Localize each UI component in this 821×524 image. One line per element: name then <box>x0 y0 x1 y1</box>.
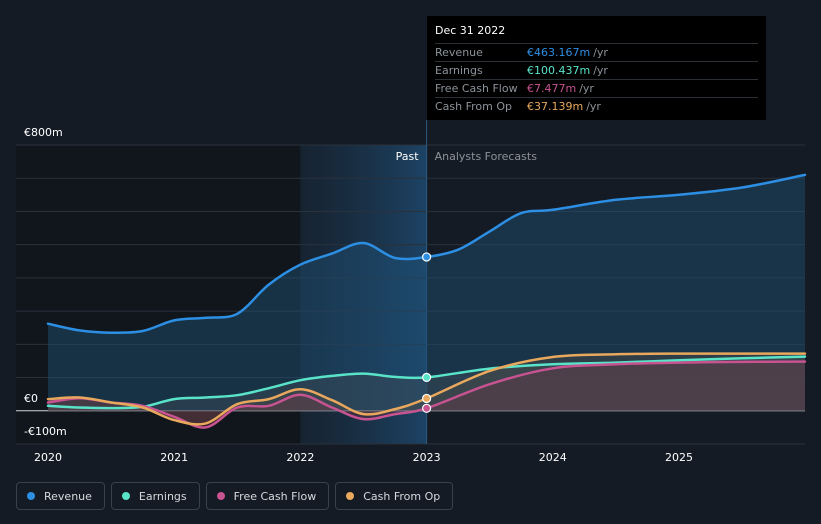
y-tick-label: -€100m <box>24 425 67 438</box>
area-revenue <box>48 174 805 411</box>
tooltip-row: Revenue €463.167m/yr <box>435 43 758 61</box>
tooltip-value: €7.477m <box>527 82 577 95</box>
marker-revenue <box>422 252 432 262</box>
legend-dot-icon <box>216 492 225 500</box>
area-earnings <box>48 356 805 411</box>
tooltip-unit: /yr <box>586 100 601 113</box>
marker-free-cash-flow <box>422 403 432 413</box>
line-cash-from-op <box>46 352 807 426</box>
tooltip-row: Cash From Op €37.139m/yr <box>435 97 758 115</box>
legend-label: Free Cash Flow <box>233 489 317 503</box>
tooltip-value: €100.437m <box>527 64 591 77</box>
x-tick-label: 2025 <box>665 451 693 464</box>
legend: Revenue Earnings Free Cash Flow Cash From O… <box>16 482 454 510</box>
x-tick-label: 2020 <box>34 451 62 464</box>
legend-dot-icon <box>346 492 355 500</box>
tooltip-unit: /yr <box>579 82 594 95</box>
marker-cash-from-op <box>422 393 432 404</box>
legend-item-earnings[interactable]: Earnings <box>110 482 200 510</box>
tooltip-row: Free Cash Flow €7.477m/yr <box>435 79 758 97</box>
tooltip-unit: /yr <box>593 64 608 77</box>
tooltip-row: Earnings €100.437m/yr <box>435 61 758 79</box>
legend-dot-icon <box>27 492 35 500</box>
tooltip-value: €463.167m <box>527 46 591 59</box>
x-tick-label: 2024 <box>539 451 567 464</box>
x-tick-label: 2021 <box>160 451 188 464</box>
legend-label: Revenue <box>44 489 92 503</box>
legend-item-cash-from-op[interactable]: Cash From Op <box>335 482 454 510</box>
legend-dot-icon <box>121 492 130 500</box>
tooltip: Dec 31 2022 Revenue €463.167m/yr Earnings €… <box>427 16 766 120</box>
tooltip-label: Earnings <box>435 64 483 77</box>
tooltip-value: €37.139m <box>527 100 584 113</box>
line-revenue <box>46 173 807 335</box>
legend-label: Earnings <box>138 489 187 503</box>
forecast-label: Analysts Forecasts <box>435 150 538 163</box>
legend-item-revenue[interactable]: Revenue <box>16 482 105 510</box>
x-tick-label: 2022 <box>286 451 314 464</box>
tooltip-label: Free Cash Flow <box>435 82 518 95</box>
tooltip-date: Dec 31 2022 <box>435 24 506 37</box>
past-label: Past <box>396 150 420 163</box>
y-tick-label: €0 <box>24 392 38 405</box>
y-tick-label: €800m <box>24 126 63 139</box>
line-free-cash-flow <box>46 360 807 429</box>
marker-earnings <box>422 372 432 383</box>
tooltip-unit: /yr <box>593 46 608 59</box>
x-tick-label: 2023 <box>413 451 441 464</box>
tooltip-label: Cash From Op <box>435 100 513 113</box>
legend-label: Cash From Op <box>363 489 441 503</box>
area-free-cash-flow <box>48 361 805 428</box>
legend-item-free-cash-flow[interactable]: Free Cash Flow <box>205 482 330 510</box>
tooltip-label: Revenue <box>435 46 483 59</box>
